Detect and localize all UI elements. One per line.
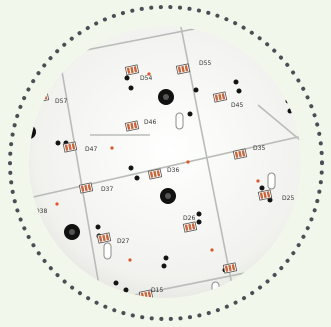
label-d38: D38 — [35, 208, 47, 215]
label-d57: D57 — [55, 98, 67, 105]
led-footprint — [62, 141, 78, 153]
label-d15: D15 — [151, 287, 163, 294]
led-footprint — [124, 64, 140, 76]
label-d27: D27 — [117, 238, 129, 245]
label-d55: D55 — [199, 60, 211, 67]
led-footprint — [96, 232, 112, 244]
label-d54: D54 — [140, 75, 152, 82]
dotted-ring — [8, 5, 324, 321]
led-footprint — [34, 240, 50, 252]
label-d37: D37 — [101, 186, 113, 193]
led-footprint — [147, 168, 163, 180]
led-footprint — [175, 63, 191, 75]
label-d26: D26 — [183, 215, 195, 222]
led-footprint — [257, 189, 273, 201]
label-d36: D36 — [167, 167, 179, 174]
led-footprint — [232, 148, 248, 160]
led-footprint — [182, 221, 198, 233]
label-d14: D14 — [245, 271, 257, 278]
led-footprint — [78, 182, 94, 194]
led-footprint — [124, 120, 140, 132]
led-footprint — [212, 91, 228, 103]
label-d28: D28 — [58, 258, 70, 265]
label-d25: D25 — [282, 195, 294, 202]
label-d47: D47 — [85, 146, 97, 153]
label-d45: D45 — [231, 102, 243, 109]
label-d46: D46 — [144, 119, 156, 126]
led-footprint — [13, 203, 26, 213]
label-d35: D35 — [253, 145, 265, 152]
led-footprint — [222, 262, 238, 274]
